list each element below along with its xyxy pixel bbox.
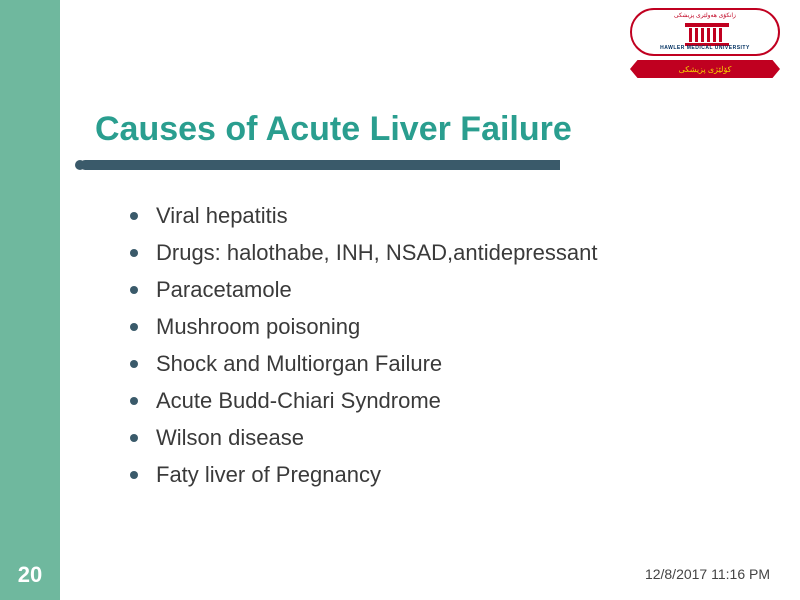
list-item: Wilson disease bbox=[130, 420, 597, 457]
slide-number: 20 bbox=[0, 562, 60, 588]
logo-building-icon bbox=[685, 23, 725, 45]
list-item: Drugs: halothabe, INH, NSAD,antidepressa… bbox=[130, 235, 597, 272]
list-item: Paracetamole bbox=[130, 272, 597, 309]
list-item: Shock and Multiorgan Failure bbox=[130, 346, 597, 383]
list-item: Viral hepatitis bbox=[130, 198, 597, 235]
logo-arch-text: زانكۆى هەولێرى پزیشكى bbox=[674, 12, 736, 19]
list-item: Mushroom poisoning bbox=[130, 309, 597, 346]
title-underline bbox=[80, 160, 560, 170]
logo-university-name: HAWLER MEDICAL UNIVERSITY bbox=[660, 45, 750, 51]
list-item: Acute Budd-Chiari Syndrome bbox=[130, 383, 597, 420]
timestamp: 12/8/2017 11:16 PM bbox=[645, 566, 770, 582]
logo-banner: كۆلێژى پزیشكى bbox=[630, 60, 780, 78]
list-item: Faty liver of Pregnancy bbox=[130, 457, 597, 494]
university-logo: زانكۆى هەولێرى پزیشكى HAWLER MEDICAL UNI… bbox=[630, 8, 780, 78]
bullet-list: Viral hepatitis Drugs: halothabe, INH, N… bbox=[130, 198, 597, 494]
slide-title: Causes of Acute Liver Failure bbox=[95, 110, 572, 149]
sidebar: 20 bbox=[0, 0, 60, 600]
logo-emblem: زانكۆى هەولێرى پزیشكى HAWLER MEDICAL UNI… bbox=[630, 8, 780, 56]
